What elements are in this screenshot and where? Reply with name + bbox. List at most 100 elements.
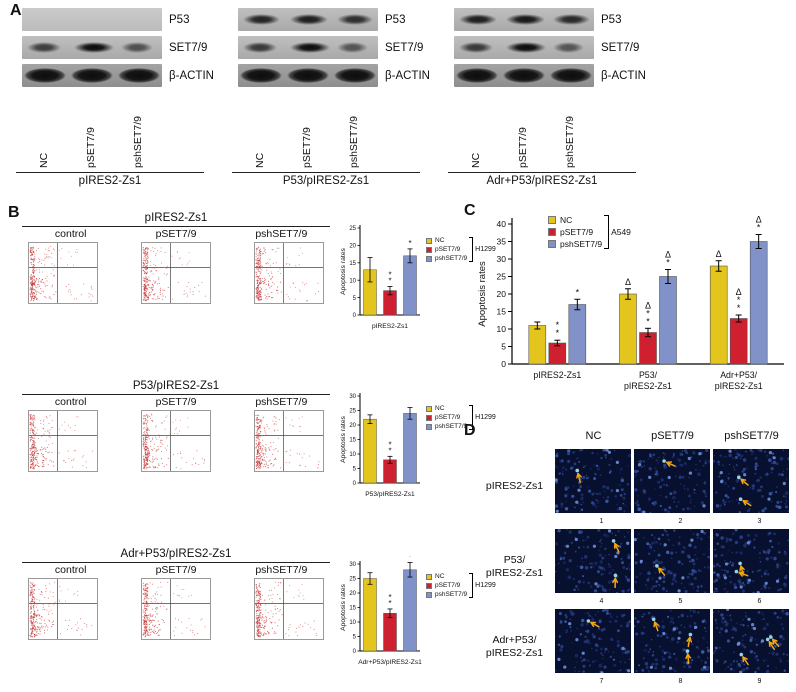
fluorescence-image (633, 608, 711, 674)
blot-row: β-ACTIN (454, 64, 682, 87)
apoptosis-bar-chart: 0 5 10 15 20 25 30 Apoptosis rates ** P53/pIRES2-… (340, 393, 420, 498)
apoptosis-chart-block: 0 5 10 15 20 25 30 Apoptosis rates * * * Adr+P53/pI… (338, 556, 496, 684)
lane-label: pSET7/9 (516, 127, 529, 168)
svg-text:*: * (408, 239, 411, 248)
legend-swatch (426, 255, 432, 262)
image-number: 8 (678, 678, 683, 685)
svg-text:20: 20 (349, 244, 356, 250)
image-number: 2 (678, 518, 683, 525)
band-label: SET7/9 (385, 41, 424, 54)
legend-swatch (548, 216, 556, 224)
flow-row-underline (22, 394, 330, 395)
protein-band (459, 42, 494, 53)
flow-column-labels: control pSET7/9 pshSET7/9 (18, 228, 334, 240)
svg-text:5: 5 (353, 635, 357, 641)
legend-swatch (426, 591, 432, 598)
lane-cell: NC (238, 92, 285, 170)
fluorescence-image (554, 527, 631, 594)
column-header: pSET7/9 (651, 430, 694, 442)
legend-label: pshSET7/9 (560, 239, 603, 249)
protein-band (290, 14, 328, 25)
legend-bracket (469, 237, 474, 262)
svg-text:*: * (388, 440, 391, 449)
legend-item: pSET7/9 (426, 414, 467, 421)
protein-band (71, 68, 113, 83)
legend-label: pSET7/9 (435, 246, 461, 253)
protein-band (459, 14, 497, 25)
scatter-dots (142, 581, 206, 638)
protein-band (24, 68, 66, 83)
svg-text:0: 0 (353, 313, 357, 319)
fluorescence-image (554, 447, 633, 513)
svg-text:30: 30 (497, 254, 507, 264)
flow-row-title: Adr+P53/pIRES2-Zs1 (120, 548, 232, 560)
band-label: β-ACTIN (385, 69, 430, 82)
svg-text:Δ: Δ (665, 250, 671, 260)
row-label-line: Adr+P53/ (492, 633, 537, 646)
svg-text:*: * (388, 270, 391, 279)
svg-text:Δ: Δ (756, 215, 762, 225)
lane-cell: pSET7/9 (501, 92, 548, 170)
svg-text:10: 10 (497, 324, 507, 334)
svg-text:*: * (388, 446, 391, 455)
column-header: NC (585, 430, 602, 442)
svg-text:*: * (666, 258, 670, 268)
flow-plots (18, 408, 334, 472)
flow-column-label: pshSET7/9 (255, 396, 308, 408)
legend-swatch (426, 582, 432, 589)
image-number: 7 (599, 678, 604, 685)
protein-band (74, 42, 114, 53)
svg-text:pIRES2-Zs1: pIRES2-Zs1 (715, 381, 763, 391)
band-label: P53 (169, 13, 190, 26)
fluorescence-image (554, 608, 631, 675)
apoptosis-row: Adr+P53/pIRES2-Zs1 control pSET7/9 pshSET7/… (18, 548, 496, 684)
pointer-arrow (686, 636, 693, 648)
scatter-dots (255, 414, 320, 470)
legend-item: NC (426, 573, 467, 580)
scatter-dots (142, 413, 206, 470)
flow-row-underline (22, 562, 330, 563)
protein-band (337, 14, 373, 25)
fluorescence-cell: 7 (554, 608, 633, 686)
cell-nuclei (554, 527, 631, 594)
svg-text:10: 10 (349, 278, 356, 284)
svg-text:5: 5 (353, 467, 357, 473)
blot-image (454, 64, 594, 87)
legend-item: NC (426, 405, 467, 412)
flow-plots-block: P53/pIRES2-Zs1 control pSET7/9 pshSET7/9 (18, 380, 334, 516)
image-number: 9 (757, 678, 762, 685)
row-label: pIRES2-Zs1 (478, 448, 554, 526)
protein-band (553, 14, 590, 25)
panel-c-label: C (464, 202, 476, 219)
image-number: 5 (678, 598, 683, 605)
flow-row-title: pIRES2-Zs1 (144, 212, 208, 224)
apoptosis-row: P53/pIRES2-Zs1 control pSET7/9 pshSET7/9 0 5 1… (18, 380, 496, 516)
lane-cell: pshSET7/9 (331, 92, 378, 170)
lane-label: NC (254, 152, 267, 168)
fluorescence-image (633, 528, 711, 594)
legend-swatch (426, 405, 432, 412)
legend-items: NC pSET7/9 pshSET7/9 (548, 214, 602, 250)
lane-cell: pSET7/9 (69, 92, 116, 170)
cell-nuclei (554, 608, 631, 675)
image-number: 4 (599, 598, 604, 605)
svg-text:15: 15 (349, 606, 356, 612)
svg-text:Δ: Δ (736, 287, 742, 297)
blot-row: β-ACTIN (22, 64, 222, 87)
protein-band (243, 42, 278, 53)
cell-nuclei (554, 447, 633, 513)
protein-band (506, 14, 545, 25)
lane-labels: NC pSET7/9 pshSET7/9 (454, 92, 594, 170)
pointer-arrow (771, 638, 780, 647)
group-underline (16, 172, 204, 173)
scatter-dots (255, 581, 318, 638)
svg-text:0: 0 (353, 481, 357, 487)
blot-image (22, 64, 162, 87)
band-label: β-ACTIN (169, 69, 214, 82)
lane-label: pSET7/9 (84, 127, 97, 168)
svg-text:25: 25 (349, 409, 356, 415)
svg-text:P53/pIRES2-Zs1: P53/pIRES2-Zs1 (365, 491, 415, 498)
